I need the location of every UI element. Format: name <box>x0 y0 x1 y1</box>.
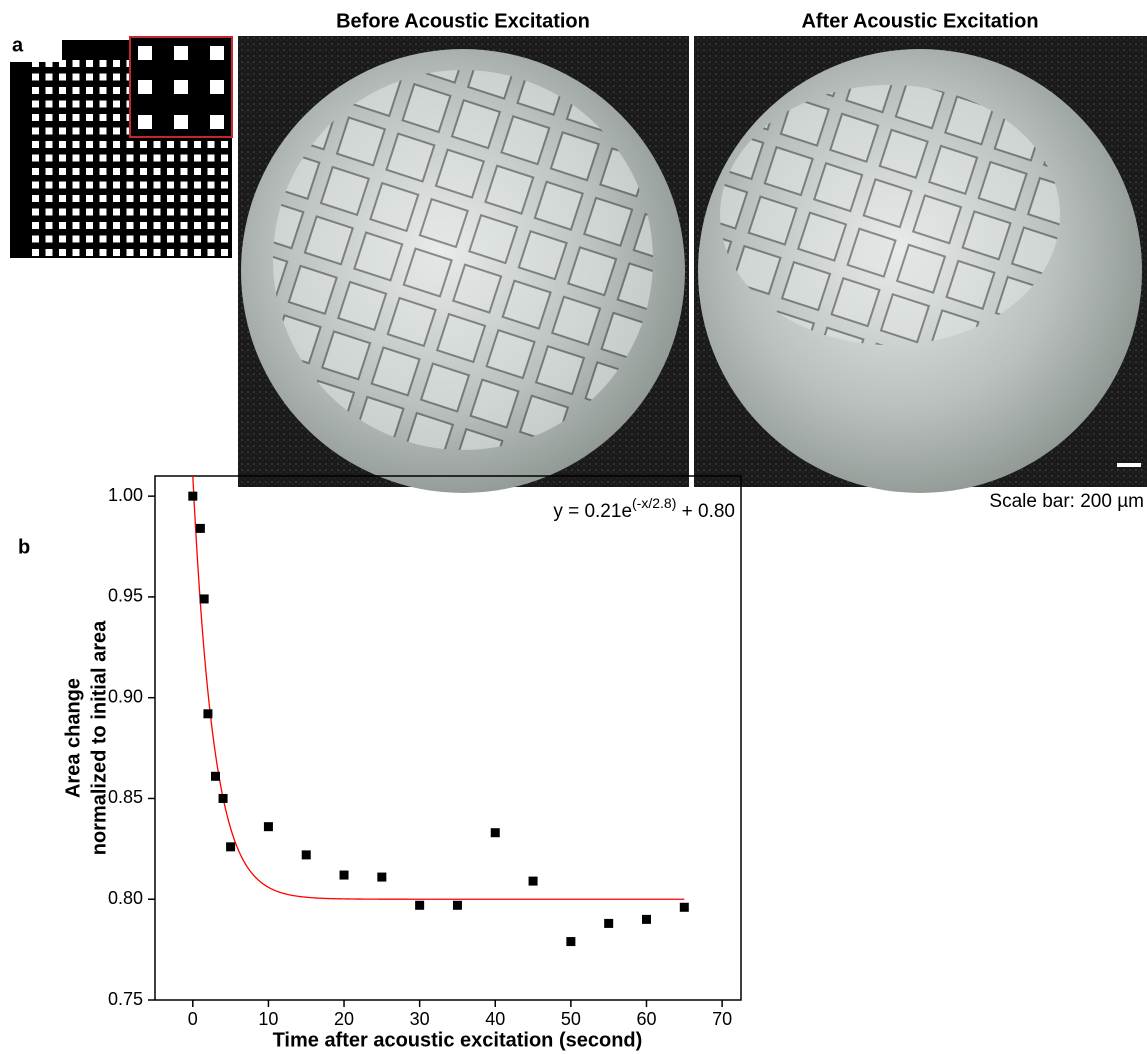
fit-equation-part: + 0.80 <box>676 501 735 522</box>
data-point <box>264 822 273 831</box>
y-tick-label: 0.75 <box>108 989 143 1009</box>
y-tick-label: 0.85 <box>108 787 143 807</box>
y-tick-label: 0.80 <box>108 888 143 908</box>
data-point <box>219 794 228 803</box>
x-tick-label: 20 <box>334 1009 354 1029</box>
data-point <box>377 873 386 882</box>
y-axis-title: normalized to initial area <box>88 620 110 855</box>
x-tick-label: 0 <box>188 1009 198 1029</box>
data-point <box>680 903 689 912</box>
x-tick-label: 10 <box>258 1009 278 1029</box>
figure-svg: a Before Acoustic Excitation After Acous… <box>0 0 1147 1054</box>
data-point <box>642 915 651 924</box>
photo-title: Before Acoustic Excitation <box>336 10 590 32</box>
y-tick-label: 0.90 <box>108 686 143 706</box>
y-tick-label: 0.95 <box>108 586 143 606</box>
fit-equation: y = 0.21e(-x/2.8) + 0.80 <box>553 495 735 522</box>
fit-equation-part: (-x/2.8) <box>632 495 676 511</box>
data-point <box>415 901 424 910</box>
scale-bar-label: Scale bar: 200 µm <box>989 491 1144 512</box>
x-tick-label: 30 <box>410 1009 430 1029</box>
fit-equation-part: y = 0.21e <box>553 501 632 522</box>
panel-label: b <box>18 536 30 558</box>
fit-curve <box>193 476 684 899</box>
x-tick-label: 50 <box>561 1009 581 1029</box>
data-point <box>566 937 575 946</box>
data-point <box>604 919 613 928</box>
scale-bar <box>1117 463 1141 467</box>
data-point <box>340 871 349 880</box>
data-point <box>226 842 235 851</box>
data-point <box>529 877 538 886</box>
x-tick-label: 40 <box>485 1009 505 1029</box>
data-point <box>302 850 311 859</box>
crystals <box>720 85 1060 345</box>
data-point <box>203 709 212 718</box>
panel-label: a <box>12 34 24 56</box>
inset-holes <box>138 46 224 129</box>
figure: a Before Acoustic Excitation After Acous… <box>0 0 1147 1054</box>
data-point <box>453 901 462 910</box>
x-tick-label: 70 <box>712 1009 732 1029</box>
data-point <box>188 492 197 501</box>
data-point <box>196 524 205 533</box>
y-axis-title: Area change <box>62 678 84 798</box>
crystals <box>273 70 653 450</box>
data-point <box>491 828 500 837</box>
plot-frame <box>155 476 741 1000</box>
x-tick-label: 60 <box>636 1009 656 1029</box>
x-axis-title: Time after acoustic excitation (second) <box>273 1029 643 1051</box>
y-tick-label: 1.00 <box>108 485 143 505</box>
data-point <box>211 772 220 781</box>
data-point <box>200 594 209 603</box>
photo-title: After Acoustic Excitation <box>801 10 1038 32</box>
